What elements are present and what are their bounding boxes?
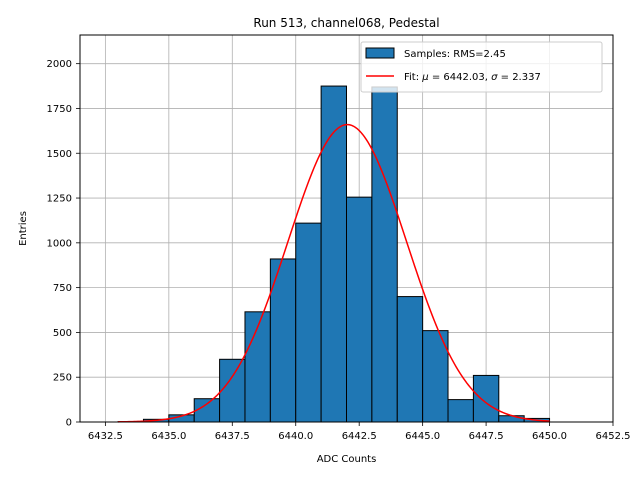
histogram-bar [447,399,474,423]
x-tick-label: 6450.0 [532,431,567,442]
x-tick-label: 6437.5 [215,431,250,442]
y-axis-ticks: 0 250 500 750 1000 1250 1500 1750 2000 [47,59,80,429]
x-tick-label: 6442.5 [342,431,377,442]
legend-box [360,41,603,93]
legend-fit-suffix: = 2.337 [497,72,540,83]
histogram-bar [371,86,398,423]
plot-frame [79,34,614,423]
fit-curve [118,123,550,423]
legend-fit-sigma-symbol: σ [491,72,498,83]
y-tick-label: 2000 [47,59,72,70]
y-tick-label: 1000 [47,238,72,249]
chart-title: Run 513, channel068, Pedestal [253,16,439,30]
histogram-bar [193,398,221,423]
y-tick-label: 0 [66,418,72,429]
y-tick-label: 1500 [47,149,72,160]
y-tick-label: 250 [53,373,72,384]
histogram-bar [472,374,500,423]
histogram-bar [498,415,525,423]
x-axis-label: ADC Counts [317,454,377,465]
y-tick-label: 750 [53,283,72,294]
legend: Samples: RMS=2.45 Fit: μ = 6442.03, σ = … [360,41,603,93]
x-tick-label: 6447.5 [469,431,504,442]
legend-histogram-swatch [365,47,395,59]
legend-fit-mid: = 6442.03, [429,72,491,83]
histogram-bar [219,358,246,423]
histogram-bar [320,85,348,423]
histogram-bar [422,330,449,423]
x-tick-label: 6435.0 [151,431,186,442]
legend-histogram-label: Samples: RMS=2.45 [404,49,506,60]
x-axis-ticks: 6432.5 6435.0 6437.5 6440.0 6442.5 6445.0 6447… [88,422,631,442]
x-tick-label: 6432.5 [88,431,123,442]
x-tick-label: 6445.0 [405,431,440,442]
y-tick-label: 1750 [47,104,72,115]
legend-fit-prefix: Fit: [404,72,422,83]
legend-fit-mu-symbol: μ [421,72,428,83]
x-tick-label: 6452.5 [596,431,631,442]
x-tick-label: 6440.0 [278,431,313,442]
histogram-bar [396,296,424,423]
y-tick-label: 1250 [47,194,72,205]
y-axis-label: Entries [18,211,29,246]
histogram-bar [295,222,322,423]
legend-fit-label: Fit: μ = 6442.03, σ = 2.337 [404,72,541,83]
y-tick-label: 500 [53,328,72,339]
histogram-bar [244,311,271,423]
histogram-bar [346,196,373,423]
histogram-bars [117,85,551,423]
